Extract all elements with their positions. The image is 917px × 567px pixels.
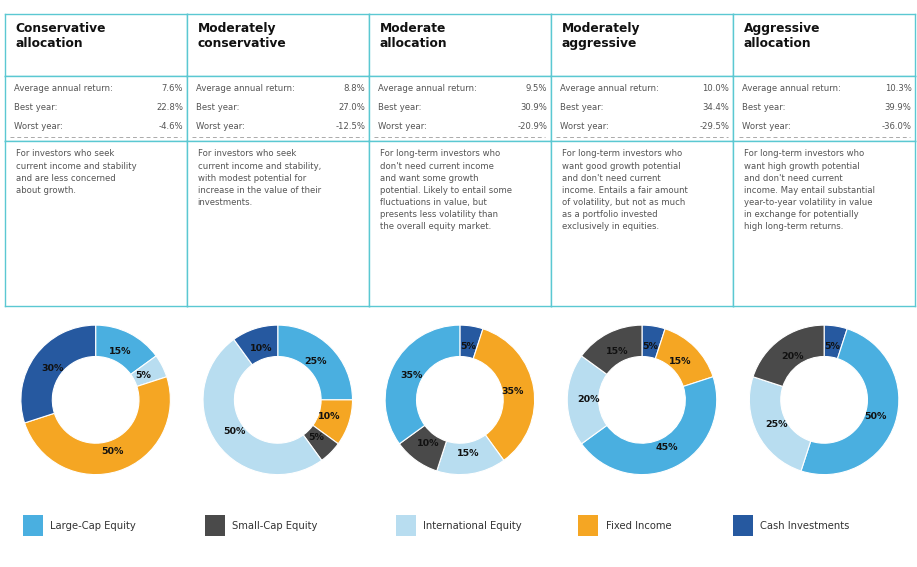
Text: Average annual return:: Average annual return: — [14, 84, 113, 93]
Wedge shape — [459, 325, 483, 359]
Text: 5%: 5% — [460, 342, 476, 351]
Text: 9.5%: 9.5% — [525, 84, 547, 93]
Text: Best year:: Best year: — [14, 103, 57, 112]
Text: Best year:: Best year: — [378, 103, 421, 112]
Text: 39.9%: 39.9% — [885, 103, 911, 112]
Wedge shape — [25, 376, 171, 475]
Bar — [396, 515, 416, 536]
Wedge shape — [131, 356, 167, 387]
Text: 50%: 50% — [864, 412, 887, 421]
Text: Worst year:: Worst year: — [560, 122, 609, 131]
Bar — [733, 515, 753, 536]
Wedge shape — [313, 400, 352, 444]
Text: Average annual return:: Average annual return: — [196, 84, 294, 93]
Text: 27.0%: 27.0% — [338, 103, 365, 112]
Wedge shape — [400, 425, 447, 471]
Text: For long-term investors who
don't need current income
and want some growth
poten: For long-term investors who don't need c… — [380, 150, 512, 231]
Wedge shape — [801, 329, 899, 475]
Wedge shape — [203, 340, 322, 475]
Text: Moderately
conservative: Moderately conservative — [198, 22, 286, 50]
Text: 10%: 10% — [417, 439, 439, 448]
Text: Large-Cap Equity: Large-Cap Equity — [50, 521, 136, 531]
Text: Conservative
allocation: Conservative allocation — [16, 22, 106, 50]
Text: 10.3%: 10.3% — [885, 84, 911, 93]
Bar — [23, 515, 43, 536]
Text: Worst year:: Worst year: — [196, 122, 245, 131]
Text: -29.5%: -29.5% — [700, 122, 729, 131]
Text: 10%: 10% — [317, 412, 340, 421]
Text: For long-term investors who
want good growth potential
and don't need current
in: For long-term investors who want good gr… — [562, 150, 688, 231]
Text: 35%: 35% — [502, 387, 525, 396]
Text: Worst year:: Worst year: — [14, 122, 62, 131]
Wedge shape — [278, 325, 352, 400]
Text: Moderate
allocation: Moderate allocation — [380, 22, 447, 50]
Text: 5%: 5% — [308, 433, 324, 442]
Bar — [204, 515, 225, 536]
Text: 22.8%: 22.8% — [156, 103, 183, 112]
Text: Best year:: Best year: — [742, 103, 786, 112]
Text: 20%: 20% — [577, 395, 600, 404]
Wedge shape — [824, 325, 847, 359]
Text: 15%: 15% — [606, 348, 629, 357]
Text: 50%: 50% — [101, 447, 124, 455]
Text: 15%: 15% — [457, 448, 480, 458]
Text: 7.6%: 7.6% — [161, 84, 183, 93]
Text: 20%: 20% — [781, 352, 803, 361]
Text: 10%: 10% — [249, 344, 272, 353]
Text: 45%: 45% — [655, 443, 678, 452]
Text: For investors who seek
current income and stability,
with modest potential for
i: For investors who seek current income an… — [198, 150, 321, 207]
Text: 25%: 25% — [765, 420, 788, 429]
Text: 35%: 35% — [401, 371, 423, 380]
Text: 5%: 5% — [824, 342, 841, 351]
Text: 5%: 5% — [643, 342, 658, 351]
Text: Best year:: Best year: — [560, 103, 603, 112]
Wedge shape — [385, 325, 460, 444]
Text: Small-Cap Equity: Small-Cap Equity — [232, 521, 317, 531]
Text: 34.4%: 34.4% — [702, 103, 729, 112]
Text: Fixed Income: Fixed Income — [605, 521, 671, 531]
Text: Worst year:: Worst year: — [378, 122, 426, 131]
Text: 15%: 15% — [109, 348, 131, 357]
Wedge shape — [234, 325, 278, 365]
Text: Cash Investments: Cash Investments — [760, 521, 850, 531]
Wedge shape — [642, 325, 665, 359]
Text: Average annual return:: Average annual return: — [560, 84, 658, 93]
Text: -20.9%: -20.9% — [517, 122, 547, 131]
Bar — [579, 515, 598, 536]
Text: 5%: 5% — [136, 371, 151, 380]
Wedge shape — [304, 425, 338, 460]
Wedge shape — [581, 325, 642, 374]
Text: Average annual return:: Average annual return: — [378, 84, 477, 93]
Wedge shape — [473, 329, 535, 460]
Text: 8.8%: 8.8% — [344, 84, 365, 93]
Text: Average annual return:: Average annual return: — [742, 84, 841, 93]
Text: Moderately
aggressive: Moderately aggressive — [562, 22, 640, 50]
Text: 25%: 25% — [304, 357, 327, 366]
Text: -36.0%: -36.0% — [881, 122, 911, 131]
Wedge shape — [436, 435, 503, 475]
Text: 15%: 15% — [668, 357, 691, 366]
Text: Aggressive
allocation: Aggressive allocation — [744, 22, 821, 50]
Text: -4.6%: -4.6% — [159, 122, 183, 131]
Text: For long-term investors who
want high growth potential
and don't need current
in: For long-term investors who want high gr… — [744, 150, 875, 231]
Text: Worst year:: Worst year: — [742, 122, 791, 131]
Wedge shape — [95, 325, 156, 374]
Wedge shape — [753, 325, 824, 387]
Text: 10.0%: 10.0% — [702, 84, 729, 93]
Wedge shape — [568, 356, 607, 444]
Text: 30%: 30% — [41, 364, 63, 373]
Wedge shape — [21, 325, 95, 423]
Wedge shape — [656, 329, 713, 387]
Text: For investors who seek
current income and stability
and are less concerned
about: For investors who seek current income an… — [16, 150, 136, 195]
Wedge shape — [749, 376, 811, 471]
Text: 50%: 50% — [223, 427, 246, 436]
Text: -12.5%: -12.5% — [336, 122, 365, 131]
Text: Best year:: Best year: — [196, 103, 239, 112]
Wedge shape — [581, 376, 717, 475]
Text: 30.9%: 30.9% — [521, 103, 547, 112]
Text: International Equity: International Equity — [424, 521, 522, 531]
